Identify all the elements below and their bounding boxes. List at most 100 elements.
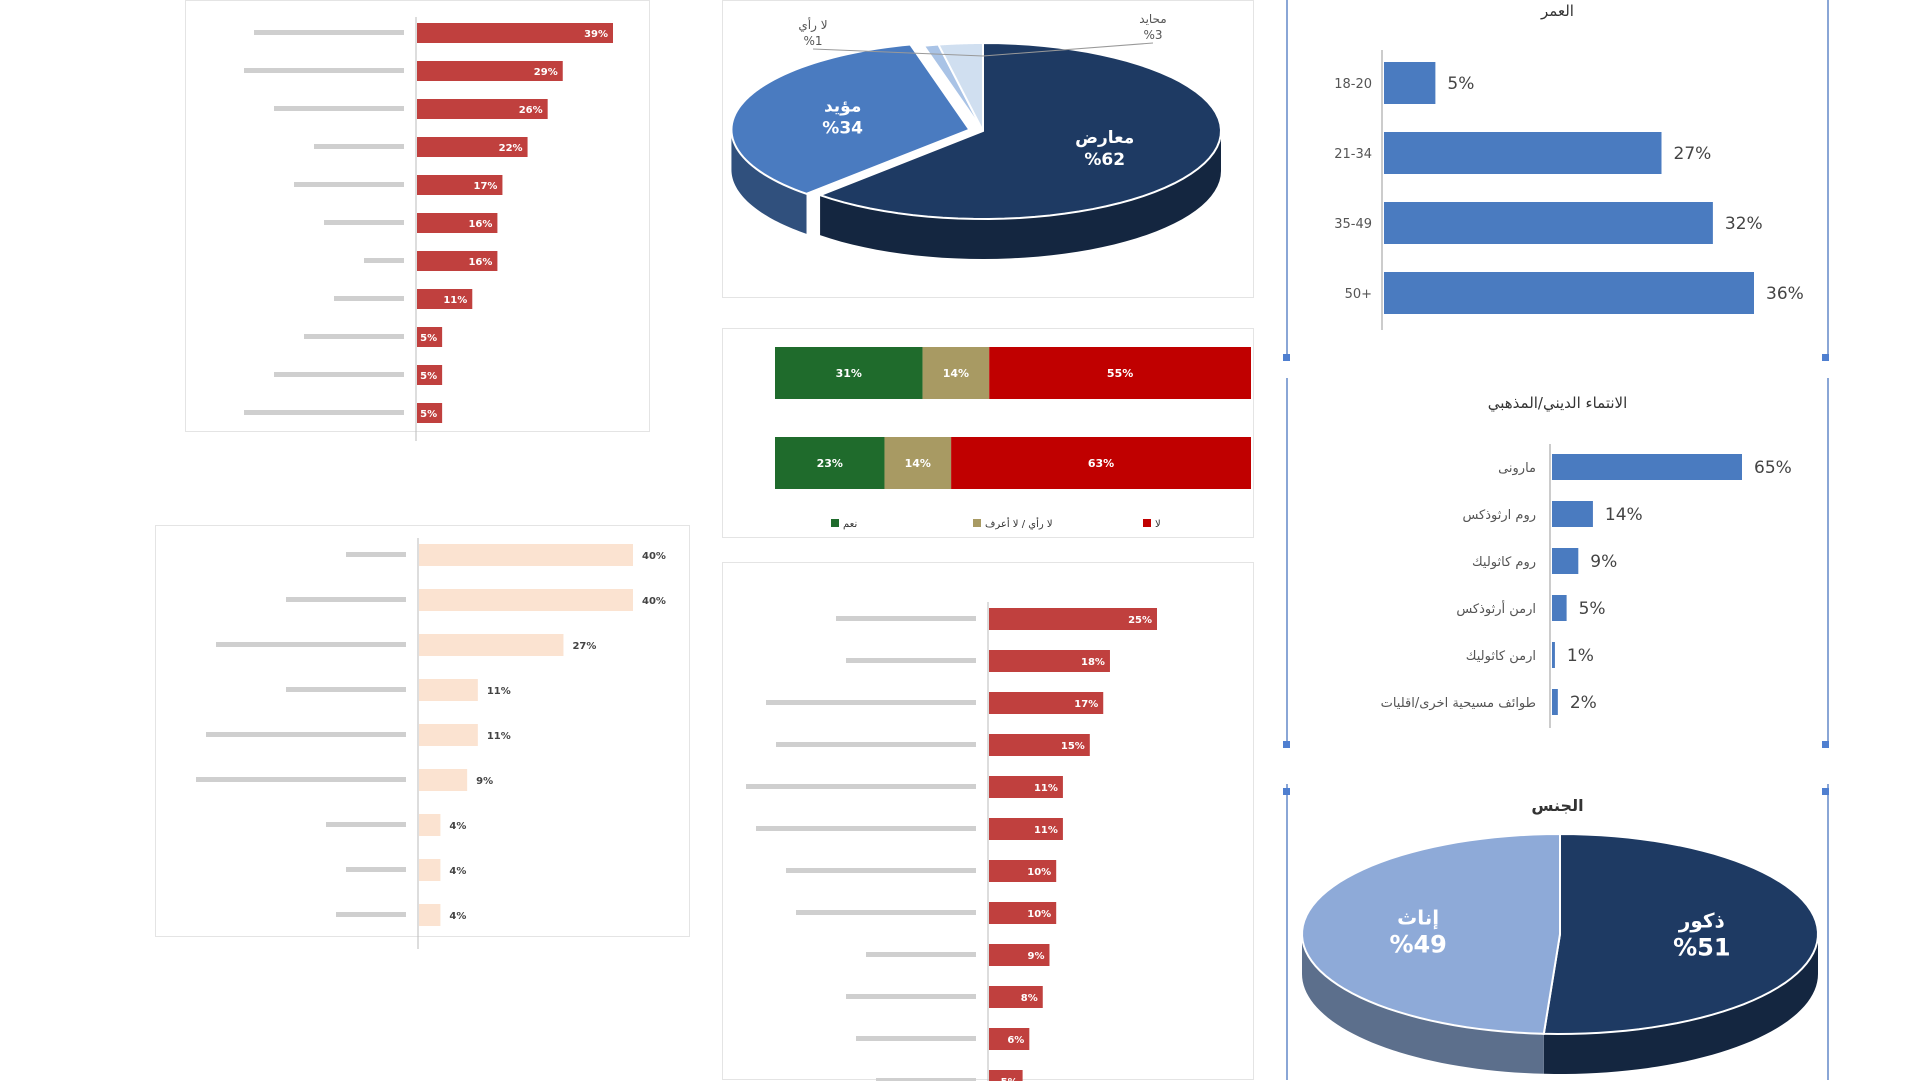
stacked-panel: 31% 14% 55% 23% 14% 63% نعم لا رأي / لا أعرف لا [722,328,1254,538]
reasons-middle-bar [989,818,1063,840]
reasons-top-value-label: 29% [534,67,558,78]
stacked-segment [951,437,1251,489]
stacked-segment-label: 63% [1088,457,1114,470]
opinion-slice-side [731,129,807,234]
stacked-segment-label: 23% [817,457,843,470]
reasons-top-value-label: 17% [473,181,497,192]
reasons-bottom-value-label: 9% [476,776,493,787]
reasons-top-category-label [244,68,404,73]
stacked-segment [989,347,1251,399]
reasons-middle-chart: 25% 18% 17% 15% 11% 11% 10% 10% 9% 8% 6% 5% [746,602,1157,1081]
economic-bar [1552,501,1593,527]
selection-handle[interactable] [1822,354,1829,361]
reasons-bottom-value-label: 40% [642,596,666,607]
gender-slice [1301,832,1561,1035]
reasons-bottom-value-label: 4% [449,821,466,832]
reasons-middle-value-label: 6% [1007,1035,1024,1046]
reasons-top-bar [417,175,503,195]
opinion-slice-name: لا رأي [798,17,827,33]
reasons-top-value-label: 16% [468,219,492,230]
stacked-legend-swatch [1143,519,1151,527]
economic-title: الانتماء الديني/المذهبي [1487,394,1628,412]
stacked-legend-label: نعم [843,519,857,530]
opinion-pie-chart: معارض%62 مؤيد%34 لا رأي%1 محايد %3 [730,12,1222,259]
reasons-bottom-bar [419,859,441,881]
economic-panel[interactable]: الانتماء الديني/المذهبي مارونی 65% روم ارث… [1286,378,1829,746]
reasons-middle-bar [989,1028,1030,1050]
selection-handle[interactable] [1283,741,1290,748]
reasons-bottom-category-label [336,912,406,917]
economic-bar [1552,454,1742,480]
age-bar [1384,202,1713,244]
reasons-middle-category-label [796,910,976,915]
reasons-top-bar [417,403,443,423]
stacked-segment-label: 14% [943,367,969,380]
selection-handle[interactable] [1822,741,1829,748]
reasons-top-chart: 39% 29% 26% 22% 17% 16% 16% 11% 5% 5% 5% [244,17,613,441]
reasons-bottom-bar [419,589,633,611]
reasons-top-bar [417,137,528,157]
reasons-middle-category-label [766,700,976,705]
economic-value-label: 5% [1579,599,1606,619]
gender-slice-side [1543,934,1818,1074]
economic-category-label: ارمن أرثوذكس [1456,600,1536,617]
reasons-middle-bar [989,734,1090,756]
reasons-middle-bar [989,692,1104,714]
age-value-label: 36% [1766,284,1804,304]
gender-slice-value: %51 [1673,934,1730,962]
reasons-middle-category-label [866,952,976,957]
reasons-bottom-chart: 40% 40% 27% 11% 11% 9% 4% 4% 4% [196,538,666,949]
reasons-middle-category-label [746,784,976,789]
economic-value-label: 9% [1590,552,1617,572]
selection-handle[interactable] [1822,788,1829,795]
opinion-slice-value: %3 [1143,28,1162,42]
stacked-legend-label: لا رأي / لا أعرف [985,517,1053,530]
reasons-middle-category-label [846,994,976,999]
reasons-bottom-value-label: 40% [642,551,666,562]
reasons-top-bar [417,61,563,81]
reasons-middle-value-label: 15% [1061,741,1085,752]
reasons-middle-panel: 25% 18% 17% 15% 11% 11% 10% 10% 9% 8% 6% 5% [722,562,1254,1081]
gender-panel[interactable]: الجنس ذكور %51 إناث %49 [1286,784,1829,1080]
economic-bar [1552,689,1558,715]
age-chart: 18-20 5% 21-34 27% 35-49 32% 50+ 36% [1334,50,1804,330]
opinion-slice-value: %34 [822,119,863,139]
gender-slice [1542,832,1819,1035]
reasons-middle-bar [989,944,1050,966]
economic-category-label: طوائف مسيحية اخرى/اقليات [1381,696,1536,711]
reasons-top-bar [417,289,473,309]
reasons-bottom-bar [419,769,468,791]
reasons-bottom-bar [419,634,564,656]
stacked-segment [922,347,990,399]
reasons-middle-value-label: 11% [1034,783,1058,794]
gender-slice-side [1302,934,1544,1074]
reasons-middle-category-label [756,826,976,831]
selection-handle[interactable] [1283,788,1290,795]
reasons-top-value-label: 39% [584,29,608,40]
economic-category-label: ارمن كاثوليك [1466,649,1536,664]
reasons-middle-value-label: 17% [1074,699,1098,710]
reasons-bottom-bar [419,724,478,746]
age-category-label: 35-49 [1334,217,1372,232]
gender-slice-name: إناث [1397,905,1439,929]
age-value-label: 32% [1725,214,1763,234]
stacked-segment [775,347,923,399]
opinion-slice-name: معارض [1075,128,1134,148]
age-panel[interactable]: العمر 18-20 5% 21-34 27% 35-49 32% 50+ 36% [1286,0,1829,360]
reasons-middle-bar [989,650,1110,672]
opinion-pie-panel: معارض %62 مؤيد %34 لا رأي %1 محايد %3 [722,0,1254,298]
reasons-middle-bar [989,902,1057,924]
age-bar [1384,272,1754,314]
age-category-label: 18-20 [1334,77,1372,92]
reasons-middle-value-label: 10% [1027,867,1051,878]
opinion-slice-value: %1 [803,34,822,48]
reasons-top-category-label [254,30,404,35]
stacked-segment-label: 55% [1107,367,1133,380]
reasons-middle-value-label: 25% [1128,615,1152,626]
reasons-top-bar [417,365,443,385]
stacked-segment-label: 14% [905,457,931,470]
reasons-middle-bar [989,776,1063,798]
selection-handle[interactable] [1283,354,1290,361]
reasons-top-category-label [244,410,404,415]
reasons-bottom-category-label [196,777,406,782]
